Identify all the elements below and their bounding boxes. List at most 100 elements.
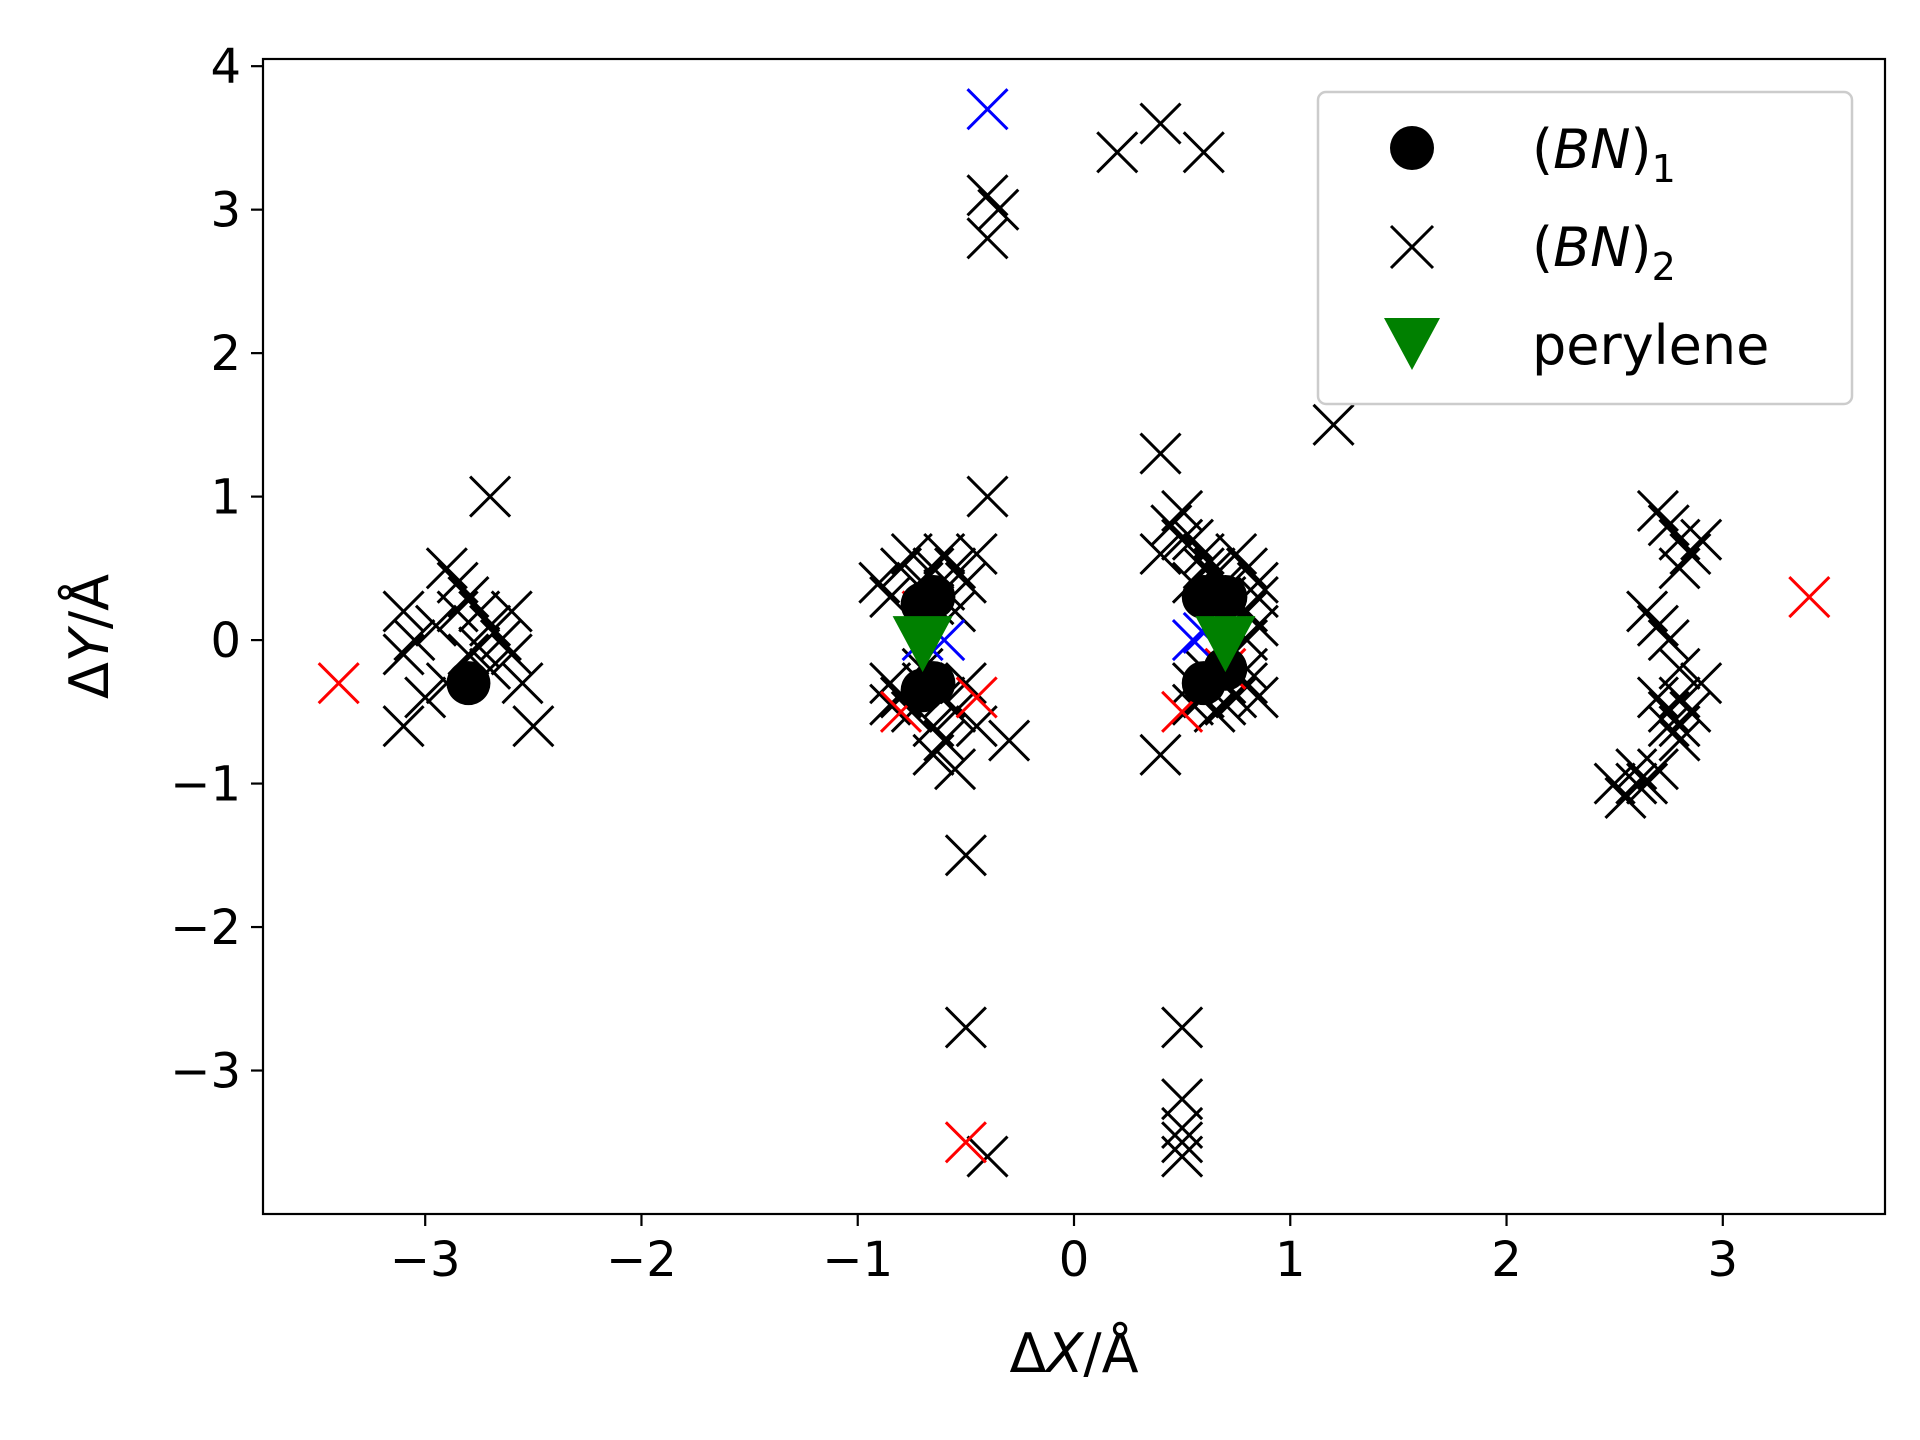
data-marks (317, 88, 1831, 1178)
point-bn2-cross (382, 705, 425, 748)
y-tick-label: 2 (210, 326, 241, 382)
point-bn2-cross (1680, 518, 1723, 561)
point-bn2-cross (966, 475, 1009, 518)
x-tick-label: −2 (606, 1232, 677, 1288)
point-bn2-cross (1312, 403, 1355, 446)
point-bn2-cross (1096, 131, 1139, 174)
point-bn2-cross (1161, 518, 1204, 561)
x-tick-label: 2 (1491, 1232, 1522, 1288)
point-bn2-cross (1161, 1006, 1204, 1049)
point-bn2-cross (1626, 762, 1669, 805)
point-bn1-dot (900, 582, 945, 627)
legend-label-bn2: (BN)2 (1532, 216, 1676, 289)
x-tick-label: 3 (1708, 1232, 1739, 1288)
point-bn2-cross (425, 547, 468, 590)
point-bn2-cross (469, 604, 512, 647)
x-axis-label-prefix: Δ (1009, 1322, 1046, 1385)
x-axis-label: ΔX/Å (1009, 1321, 1138, 1385)
point-bn2-cross (988, 719, 1031, 762)
legend-label-perylene: perylene (1532, 314, 1769, 377)
point-bn2-cross (512, 705, 555, 748)
point-bn2-cross (890, 532, 933, 576)
point-bn2-cross (1669, 690, 1712, 733)
point-bn2-cross (490, 590, 533, 633)
point-bn2-cross (1636, 748, 1679, 791)
point-bn2-cross (1669, 532, 1712, 576)
legend-marker-bn2 (1389, 224, 1435, 270)
y-tick-label: 0 (210, 613, 241, 669)
point-bn2-cross (404, 676, 447, 719)
point-bn2-cross (1139, 432, 1182, 475)
point-bn2-cross (933, 748, 977, 791)
point-bn2-cross (414, 604, 458, 647)
x-tick-label: −3 (390, 1232, 461, 1288)
point-bn2-cross (955, 532, 998, 576)
point-bn2-cross (1161, 1121, 1204, 1164)
point-red-cross (1788, 575, 1831, 619)
point-bn2-cross (1658, 547, 1701, 590)
point-bn2-cross (923, 719, 966, 762)
point-bn2-cross (1615, 748, 1658, 791)
x-tick-label: −1 (822, 1232, 893, 1288)
point-bn2-cross (977, 188, 1020, 231)
point-red-cross (944, 1121, 987, 1164)
point-blue-cross (966, 88, 1009, 131)
legend-label-bn1: (BN)1 (1532, 118, 1676, 191)
point-red-cross (955, 676, 998, 719)
point-bn1-dot (1203, 575, 1248, 620)
y-tick-label: −1 (170, 757, 241, 813)
point-bn2-cross (858, 561, 901, 604)
y-tick-label: 1 (210, 470, 241, 526)
point-red-cross (317, 662, 360, 705)
point-bn2-cross (1647, 619, 1690, 662)
y-axis-label-prefix: Δ (58, 662, 121, 699)
axis-ticks: −3 −2 −1 0 1 2 3 −3 −2 −1 0 1 2 3 4 (170, 39, 1738, 1288)
point-bn2-cross (1636, 489, 1679, 533)
legend-marker-perylene (1384, 318, 1440, 370)
point-bn2-cross (436, 590, 479, 633)
y-axis-label: ΔY/Å (57, 574, 121, 699)
point-bn2-cross (1182, 131, 1225, 174)
point-bn2-cross (879, 547, 923, 590)
y-tick-label: 3 (210, 183, 241, 239)
point-bn2-cross (382, 633, 425, 676)
point-bn2-cross (382, 590, 425, 633)
point-bn2-cross (923, 532, 966, 576)
point-bn2-cross (1171, 518, 1215, 561)
point-bn2-cross (469, 475, 512, 518)
point-bn2-cross (944, 834, 987, 877)
point-bn2-cross (1647, 705, 1690, 748)
x-axis-label-unit: /Å (1083, 1321, 1138, 1385)
point-bn2-cross (1647, 504, 1690, 547)
point-bn2-cross (1680, 662, 1723, 705)
point-bn1-dot (446, 661, 491, 706)
point-perylene-triangle (892, 616, 953, 673)
point-bn2-cross (1636, 604, 1679, 647)
point-bn2-cross (966, 1135, 1009, 1178)
y-tick-label: −2 (170, 900, 241, 956)
point-bn2-cross (1150, 504, 1193, 547)
point-bn2-cross (458, 590, 501, 633)
point-bn2-cross (501, 662, 544, 705)
legend: (BN)1 (BN)2 perylene (1316, 90, 1854, 406)
legend-box (1316, 90, 1854, 406)
point-bn2-cross (1161, 1135, 1204, 1178)
point-bn2-cross (447, 575, 490, 619)
y-axis-label-var: Y (58, 625, 121, 662)
point-bn2-cross (1236, 676, 1279, 719)
x-tick-label: 0 (1059, 1232, 1090, 1288)
point-bn2-cross (1236, 604, 1279, 647)
point-bn2-cross (458, 626, 501, 669)
point-bn2-cross (1636, 676, 1679, 719)
point-bn2-cross (1139, 102, 1182, 145)
y-axis-label-unit: /Å (57, 574, 121, 629)
point-bn2-cross (393, 619, 436, 662)
point-bn2-cross (1139, 733, 1182, 776)
x-axis-label-var: X (1043, 1322, 1084, 1385)
point-bn2-cross (1658, 676, 1701, 719)
point-bn2-cross (912, 733, 955, 776)
point-bn2-cross (1139, 532, 1182, 576)
point-bn1-dot (900, 668, 945, 713)
point-bn2-cross (944, 1006, 987, 1049)
